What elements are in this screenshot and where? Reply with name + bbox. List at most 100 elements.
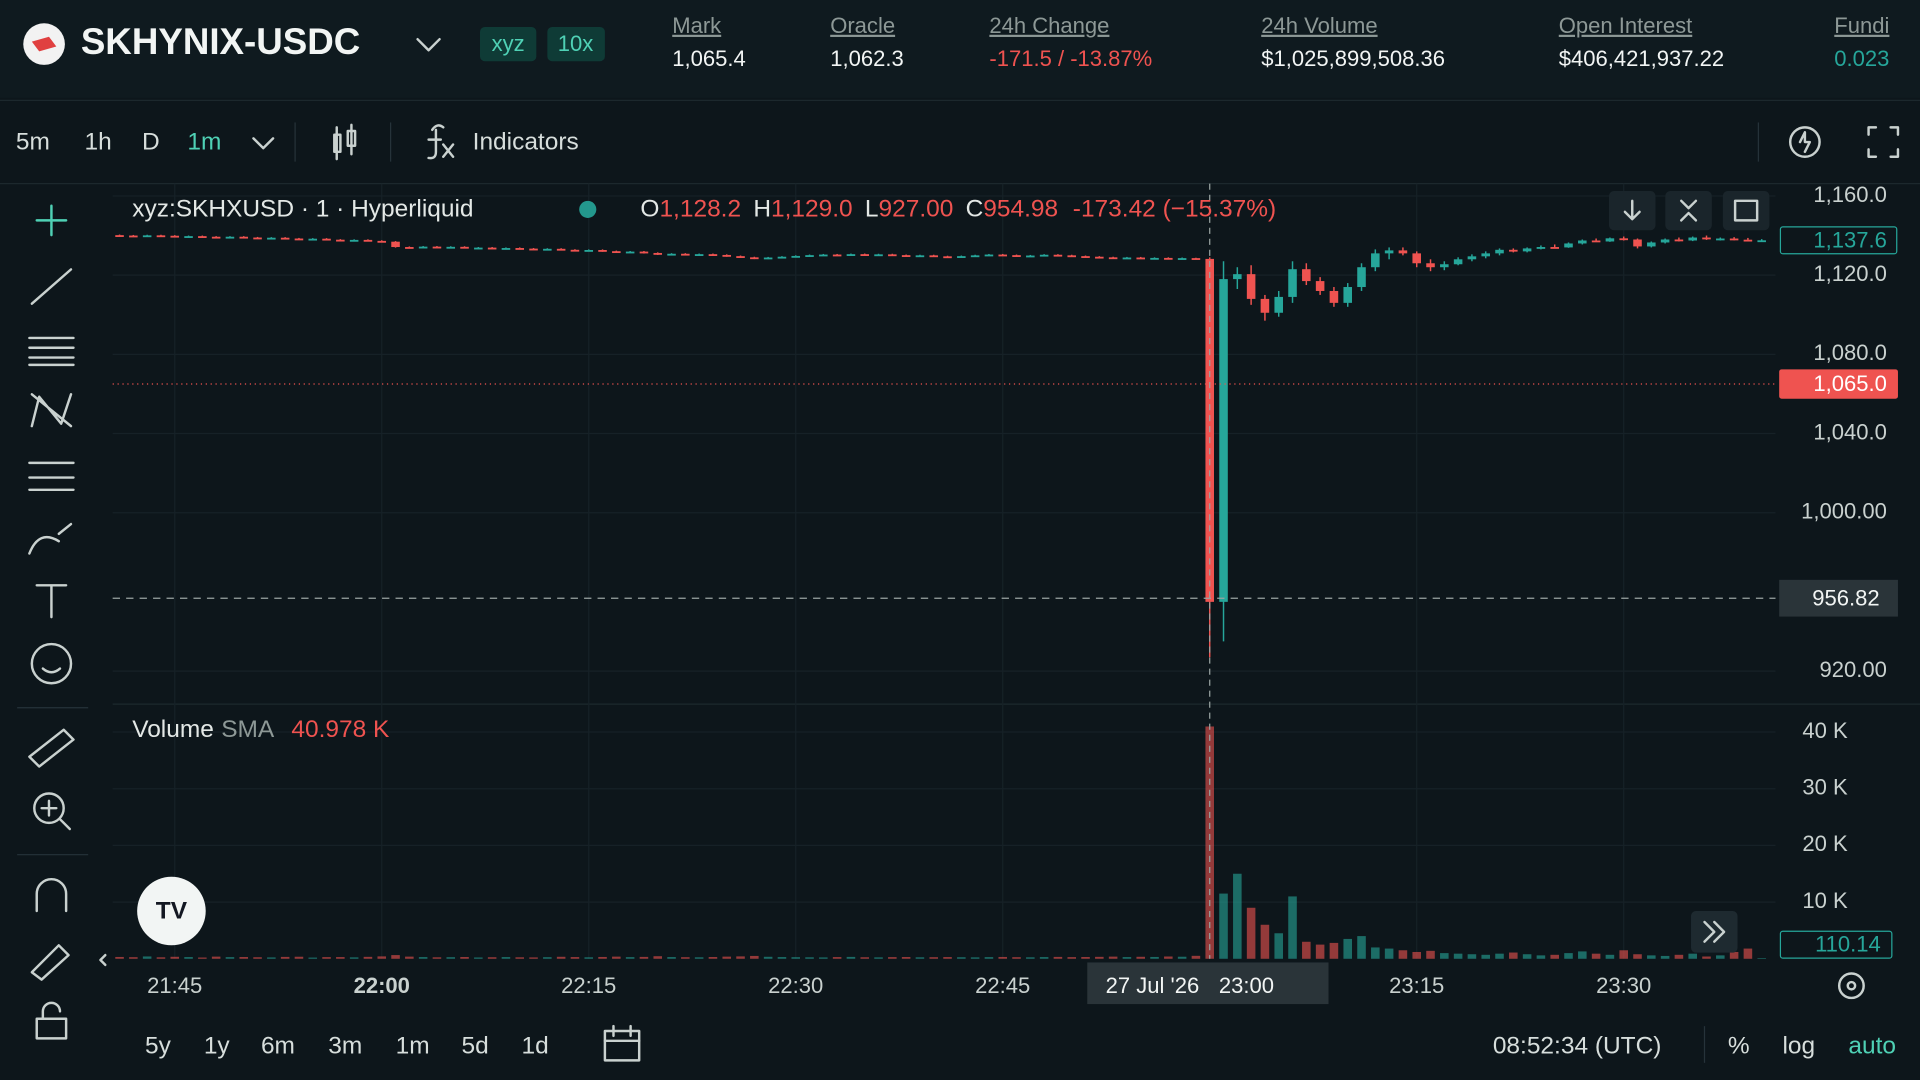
candle-body — [198, 236, 207, 238]
header-bar — [0, 0, 1920, 98]
candle-body — [308, 238, 318, 241]
badge: xyz — [492, 31, 525, 56]
screenshot-icon[interactable] — [1788, 126, 1821, 158]
interval-chevron[interactable] — [252, 137, 275, 150]
scale-option[interactable]: log — [1782, 1032, 1815, 1059]
range-button[interactable]: 1y — [204, 1032, 231, 1059]
range-button[interactable]: 6m — [261, 1032, 295, 1059]
volume-bar — [984, 957, 994, 959]
indicators-button[interactable]: Indicators — [473, 129, 579, 156]
projection-tool[interactable] — [28, 461, 75, 492]
volume-bar — [1081, 957, 1090, 959]
volume-bar — [198, 957, 207, 959]
volume-bar — [943, 957, 952, 959]
text-tool[interactable] — [35, 584, 68, 619]
settings-icon[interactable] — [1837, 972, 1865, 1000]
scroll-left-icon[interactable] — [99, 953, 107, 967]
crosshair-tool[interactable] — [35, 204, 68, 237]
fib-tool[interactable] — [28, 336, 75, 367]
volume-bar — [529, 957, 538, 959]
interval-button[interactable]: D — [142, 129, 160, 156]
range-button[interactable]: 1m — [396, 1032, 430, 1059]
ohlc-legend: O1,128.2 H1,129.0 L927.00 C954.98 -173.42 (−… — [640, 196, 1276, 223]
candle-body — [1108, 257, 1118, 260]
maximize-icon[interactable] — [1733, 199, 1759, 222]
scroll-right-button[interactable] — [1691, 911, 1738, 953]
y-tick-label: 1,000.00 — [1801, 499, 1887, 524]
range-button[interactable]: 5y — [145, 1032, 172, 1059]
candle-body — [791, 255, 801, 258]
calendar-icon[interactable] — [603, 1024, 641, 1062]
interval-button[interactable]: 5m — [16, 129, 50, 156]
ohlc-value: 927.00 — [879, 196, 954, 223]
volume-bar — [570, 957, 580, 959]
tv-logo[interactable]: TV — [137, 876, 206, 946]
x-tick-label: 23:30 — [1596, 973, 1651, 998]
range-button[interactable]: 1d — [521, 1032, 548, 1059]
volume-bar — [832, 957, 842, 959]
volume-bar — [1108, 956, 1118, 959]
volume-bar — [694, 957, 704, 959]
scroll-down-icon[interactable] — [1623, 199, 1641, 221]
candle-body — [1605, 238, 1615, 242]
control-bg[interactable] — [1722, 191, 1770, 231]
interval-button[interactable]: 1m — [187, 129, 221, 156]
candle-body — [694, 254, 704, 256]
magnet-tool[interactable] — [35, 878, 68, 913]
volume-bar — [1039, 957, 1049, 959]
candle-body — [570, 249, 580, 252]
lock-drawing-tool[interactable] — [30, 944, 70, 981]
ruler-tool[interactable] — [28, 728, 75, 768]
volume-bar — [612, 956, 621, 959]
volume-bar — [1716, 955, 1725, 959]
stat-label: 24h Change — [989, 13, 1109, 38]
volume-bar — [763, 956, 773, 959]
volume-bar — [363, 956, 373, 959]
candle-body — [336, 239, 345, 242]
volume-bar — [1578, 951, 1587, 959]
collapse-icon[interactable] — [1680, 199, 1698, 222]
volume-bar — [1205, 726, 1215, 959]
volume-bar — [129, 957, 138, 959]
candle-body — [1495, 249, 1504, 254]
stat-value: 1,065.4 — [672, 46, 746, 71]
chart: 21:45 22:00 22:15 22:30 22:45 23:15 23:30 1,160… — [112, 182, 1920, 1005]
candle-body — [1660, 239, 1670, 243]
stat-label: Oracle — [830, 13, 895, 38]
symbol-chevron[interactable] — [416, 37, 441, 52]
volume-bar — [1164, 956, 1173, 959]
fx-icon[interactable] — [427, 124, 455, 160]
control-bg[interactable] — [1665, 191, 1712, 231]
ohlc-key: O — [640, 196, 659, 223]
range-button[interactable]: 5d — [461, 1032, 488, 1059]
volume-bar — [722, 956, 732, 959]
brush-tool[interactable] — [28, 522, 73, 555]
scale-option[interactable]: auto — [1848, 1032, 1896, 1059]
clock: 08:52:34 (UTC) — [1493, 1032, 1662, 1059]
chart-type-icon[interactable] — [333, 123, 357, 161]
candle-body — [612, 251, 621, 254]
stat-label: Fundi — [1834, 13, 1889, 38]
interval-button[interactable]: 1h — [84, 129, 111, 156]
candle-body — [1647, 242, 1656, 247]
line-tool[interactable] — [30, 268, 73, 305]
candle-body — [1743, 239, 1753, 242]
volume-bar — [1095, 956, 1104, 959]
fullscreen-icon[interactable] — [1867, 126, 1900, 158]
range-button[interactable]: 3m — [328, 1032, 362, 1059]
lock-tool[interactable] — [35, 1001, 68, 1040]
stat-label: 24h Volume — [1261, 13, 1377, 38]
volume-bar — [349, 957, 359, 959]
symbol[interactable]: SKHYNIX-USDC — [81, 21, 361, 62]
candle-body — [1522, 248, 1532, 252]
crosshair-time: 23:00 — [1219, 973, 1274, 998]
last-price-box — [1779, 226, 1898, 255]
pattern-tool[interactable] — [30, 393, 73, 428]
candle-body — [280, 237, 290, 240]
emoji-tool[interactable] — [30, 642, 73, 685]
candle-body — [1177, 258, 1187, 260]
scale-option[interactable]: % — [1728, 1032, 1750, 1059]
zoom-tool[interactable] — [33, 792, 72, 831]
volume-bar — [322, 957, 331, 959]
volume-tick-label: 20 K — [1802, 831, 1848, 856]
